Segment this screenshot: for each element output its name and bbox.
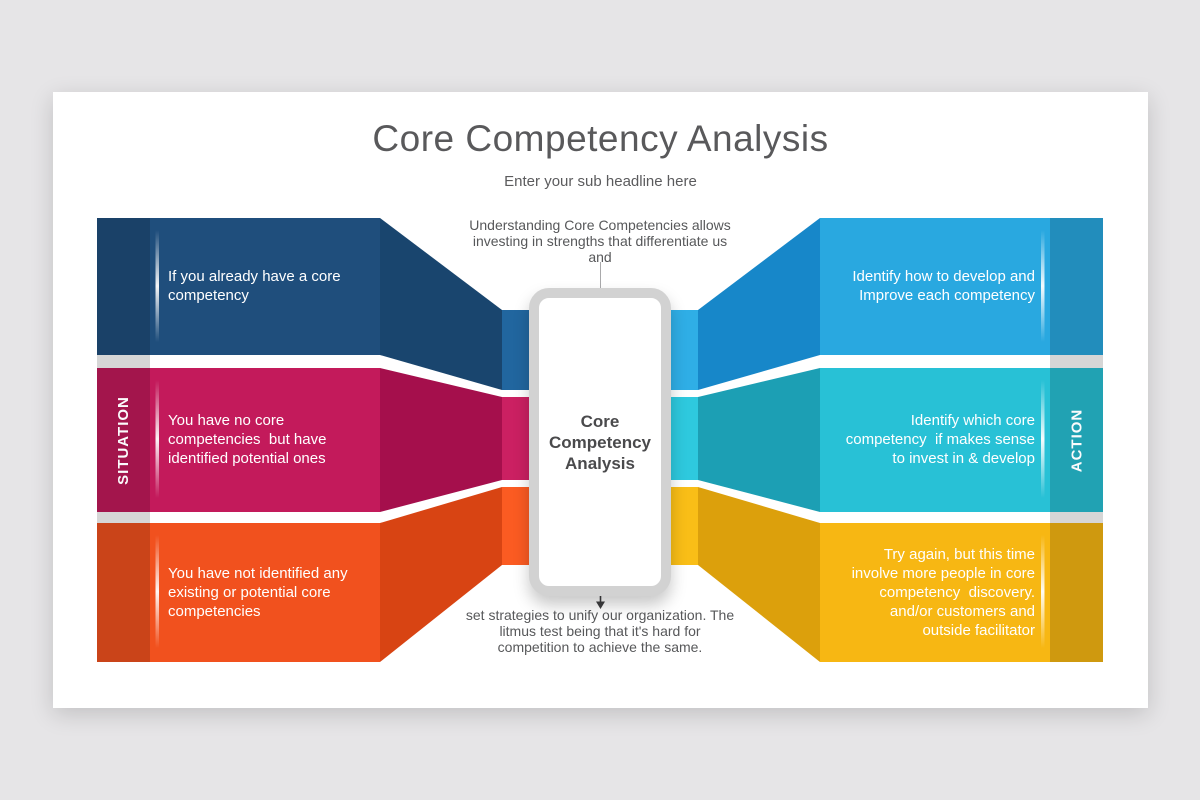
band-left-1-label: If you already have a core competency xyxy=(168,268,341,304)
band-right-2-label: Identify which core competency if makes … xyxy=(845,412,1035,467)
slide-title: Core Competency Analysis xyxy=(372,118,829,159)
band-left-3-label: You have not identified any existing or … xyxy=(168,565,348,620)
situation-axis-label: SITUATION xyxy=(115,395,132,485)
center-box-label: Core Competency Analysis xyxy=(548,411,652,473)
bottom-note: set strategies to unify our organization… xyxy=(465,607,735,655)
center-box: Core Competency Analysis xyxy=(529,288,671,596)
band-right-3-label: Try again, but this time involve more pe… xyxy=(851,546,1035,639)
band-left-2-label: You have no core competencies but have i… xyxy=(168,412,327,467)
band-right-1-label: Identify how to develop and Improve each… xyxy=(852,268,1035,304)
action-axis-label: ACTION xyxy=(1068,408,1085,472)
top-note: Understanding Core Competencies allows i… xyxy=(469,217,731,265)
situation-axis: SITUATION xyxy=(97,218,150,662)
action-axis: ACTION xyxy=(1050,218,1103,662)
slide-subtitle: Enter your sub headline here xyxy=(504,173,697,190)
